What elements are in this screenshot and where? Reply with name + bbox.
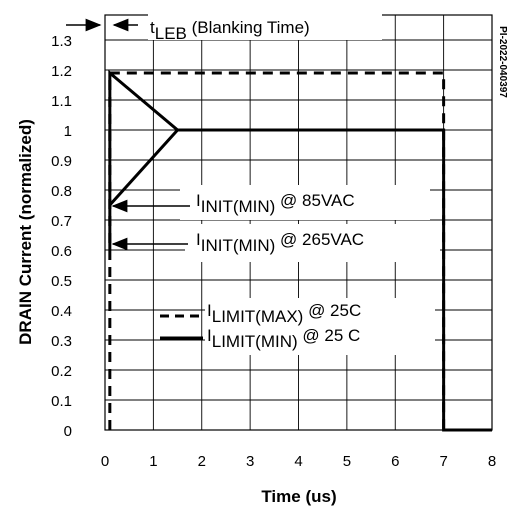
y-tick-label-13: 1.3 — [51, 33, 72, 50]
label-background-1 — [180, 185, 430, 220]
y-tick-label-3: 0.3 — [51, 333, 72, 350]
x-tick-label-2: 2 — [198, 453, 206, 470]
x-tick-label-7: 7 — [439, 453, 447, 470]
label-background-4 — [205, 323, 435, 355]
x-tick-label-1: 1 — [149, 453, 157, 470]
x-tick-label-3: 3 — [246, 453, 254, 470]
y-tick-label-8: 0.8 — [51, 183, 72, 200]
y-tick-label-5: 0.5 — [51, 273, 72, 290]
label-background-2 — [185, 224, 440, 262]
y-tick-label-2: 0.2 — [51, 363, 72, 380]
y-tick-label-0: 0 — [64, 423, 72, 440]
y-tick-label-6: 0.6 — [51, 243, 72, 260]
x-tick-label-5: 5 — [343, 453, 351, 470]
y-tick-label-7: 0.7 — [51, 213, 72, 230]
annotations: tLEB (Blanking Time) IINIT(MIN) @ 85VAC II… — [66, 18, 364, 351]
y-tick-label-1: 0.1 — [51, 393, 72, 410]
tick-labels: 0 1 2 3 4 5 6 7 8 0 0.1 0.2 0.3 0.4 0.5 0.6 0.7 0.8 0.9 1 1.… — [51, 33, 496, 470]
series-ilimit-min — [108, 69, 492, 432]
series-lines — [108, 10, 492, 432]
label-background-0 — [148, 10, 382, 40]
init-265vac-label: IINIT(MIN) @ 265VAC — [196, 230, 364, 255]
init-85vac-label: IINIT(MIN) @ 85VAC — [196, 191, 355, 216]
grid — [104, 14, 493, 431]
figure-code: PI-2022-040397 — [497, 26, 507, 98]
legend-ilimit-max-label: ILIMIT(MAX) @ 25C — [207, 301, 361, 326]
y-tick-label-9: 0.9 — [51, 153, 72, 170]
y-tick-label-10: 1 — [64, 123, 72, 140]
x-tick-label-8: 8 — [488, 453, 496, 470]
leb-label: tLEB (Blanking Time) — [150, 18, 310, 43]
x-tick-label-0: 0 — [101, 453, 109, 470]
x-axis-title: Time (us) — [261, 487, 336, 506]
legend-ilimit-min-label: ILIMIT(MIN) @ 25 C — [207, 326, 360, 351]
y-tick-label-4: 0.4 — [51, 303, 72, 320]
x-tick-label-6: 6 — [391, 453, 399, 470]
x-tick-label-4: 4 — [294, 453, 302, 470]
series-init-85vac-ramp — [108, 128, 179, 207]
y-tick-label-11: 1.1 — [51, 93, 72, 110]
y-axis-title: DRAIN Current (normalized) — [16, 119, 35, 345]
y-tick-label-12: 1.2 — [51, 63, 72, 80]
